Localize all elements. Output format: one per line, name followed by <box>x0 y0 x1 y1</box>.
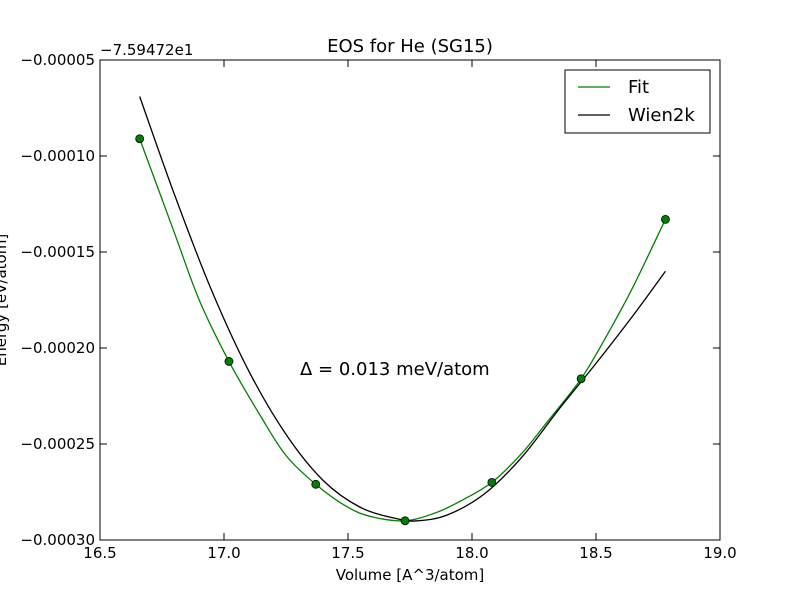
series-layer <box>135 96 670 526</box>
axis-ticks: 16.5 17.0 17.5 18.0 18.5 19.0 −0.00005 −0.00010… <box>20 51 736 562</box>
fit-data-point <box>311 479 321 489</box>
y-tick-label: −0.00020 <box>20 339 95 357</box>
y-offset-label: −7.59472e1 <box>100 41 193 59</box>
x-tick-label: 18.0 <box>455 544 488 562</box>
fit-data-point <box>400 516 410 526</box>
y-tick-label: −0.00025 <box>20 435 95 453</box>
x-tick-label: 17.0 <box>207 544 240 562</box>
chart-title: EOS for He (SG15) <box>327 36 493 57</box>
x-tick-label: 19.0 <box>703 544 736 562</box>
wien2k-line <box>139 96 666 522</box>
fit-data-point <box>576 374 586 384</box>
y-tick-label: −0.00010 <box>20 147 95 165</box>
y-axis-label: Energy [eV/atom] <box>0 234 10 366</box>
y-tick-label: −0.00030 <box>20 531 95 549</box>
y-tick-label: −0.00015 <box>20 243 95 261</box>
y-tick-label: −0.00005 <box>20 51 95 69</box>
x-tick-label: 17.5 <box>331 544 364 562</box>
x-tick-label: 18.5 <box>579 544 612 562</box>
fit-data-point <box>487 477 497 487</box>
legend: Fit Wien2k <box>564 69 711 134</box>
legend-wien2k-label: Wien2k <box>628 105 695 126</box>
fit-data-point <box>224 357 234 366</box>
legend-box <box>564 69 711 134</box>
x-axis-label: Volume [A^3/atom] <box>336 566 485 584</box>
plot-area <box>99 59 721 541</box>
fit-data-point <box>661 214 670 224</box>
delta-annotation: Δ = 0.013 meV/atom <box>300 359 490 380</box>
x-tick-label: 16.5 <box>83 544 116 562</box>
legend-fit-label: Fit <box>628 77 649 98</box>
fit-data-point <box>135 134 145 144</box>
